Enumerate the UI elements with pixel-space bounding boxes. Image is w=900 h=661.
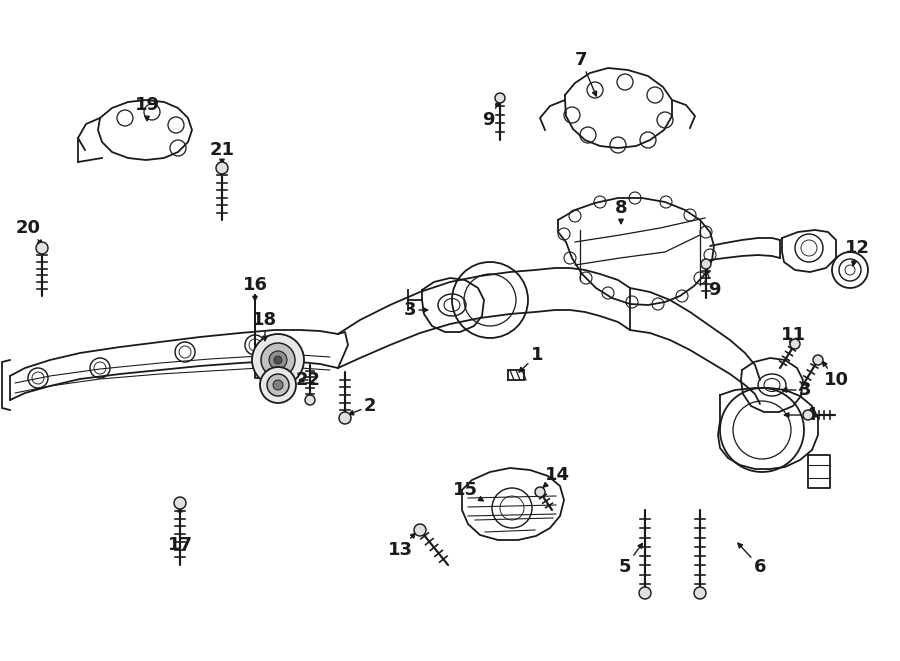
Circle shape [36,242,48,254]
Text: 11: 11 [780,326,806,347]
Circle shape [305,395,315,405]
Text: 13: 13 [388,533,415,559]
Text: 3: 3 [404,301,428,319]
Text: 22: 22 [295,371,320,389]
Text: 19: 19 [134,96,159,121]
Circle shape [174,497,186,509]
Text: 6: 6 [738,543,766,576]
Circle shape [267,374,289,396]
Text: 20: 20 [15,219,42,245]
Text: 2: 2 [349,397,376,415]
Text: 14: 14 [543,466,570,487]
Circle shape [273,380,283,390]
Circle shape [269,351,287,369]
Text: 3: 3 [782,381,811,399]
Text: 18: 18 [252,311,277,340]
Text: 7: 7 [575,51,597,96]
Circle shape [495,93,505,103]
Circle shape [261,343,295,377]
Text: 17: 17 [167,508,193,554]
Text: 9: 9 [706,269,720,299]
Text: 15: 15 [453,481,483,501]
Circle shape [274,356,282,364]
Circle shape [803,410,813,420]
Text: 16: 16 [242,276,267,301]
Text: 5: 5 [619,543,643,576]
Circle shape [790,339,800,349]
Circle shape [813,355,823,365]
Circle shape [252,334,304,386]
Text: 21: 21 [210,141,235,164]
Circle shape [639,587,651,599]
Text: 12: 12 [844,239,869,266]
Text: 9: 9 [482,102,500,129]
Text: 10: 10 [823,362,849,389]
Circle shape [339,412,351,424]
Circle shape [216,162,228,174]
Circle shape [701,259,711,269]
Circle shape [535,487,545,497]
Text: 8: 8 [615,199,627,223]
Circle shape [260,367,296,403]
Text: 4: 4 [784,406,816,424]
Circle shape [694,587,706,599]
Circle shape [414,524,426,536]
Text: 1: 1 [519,346,544,372]
